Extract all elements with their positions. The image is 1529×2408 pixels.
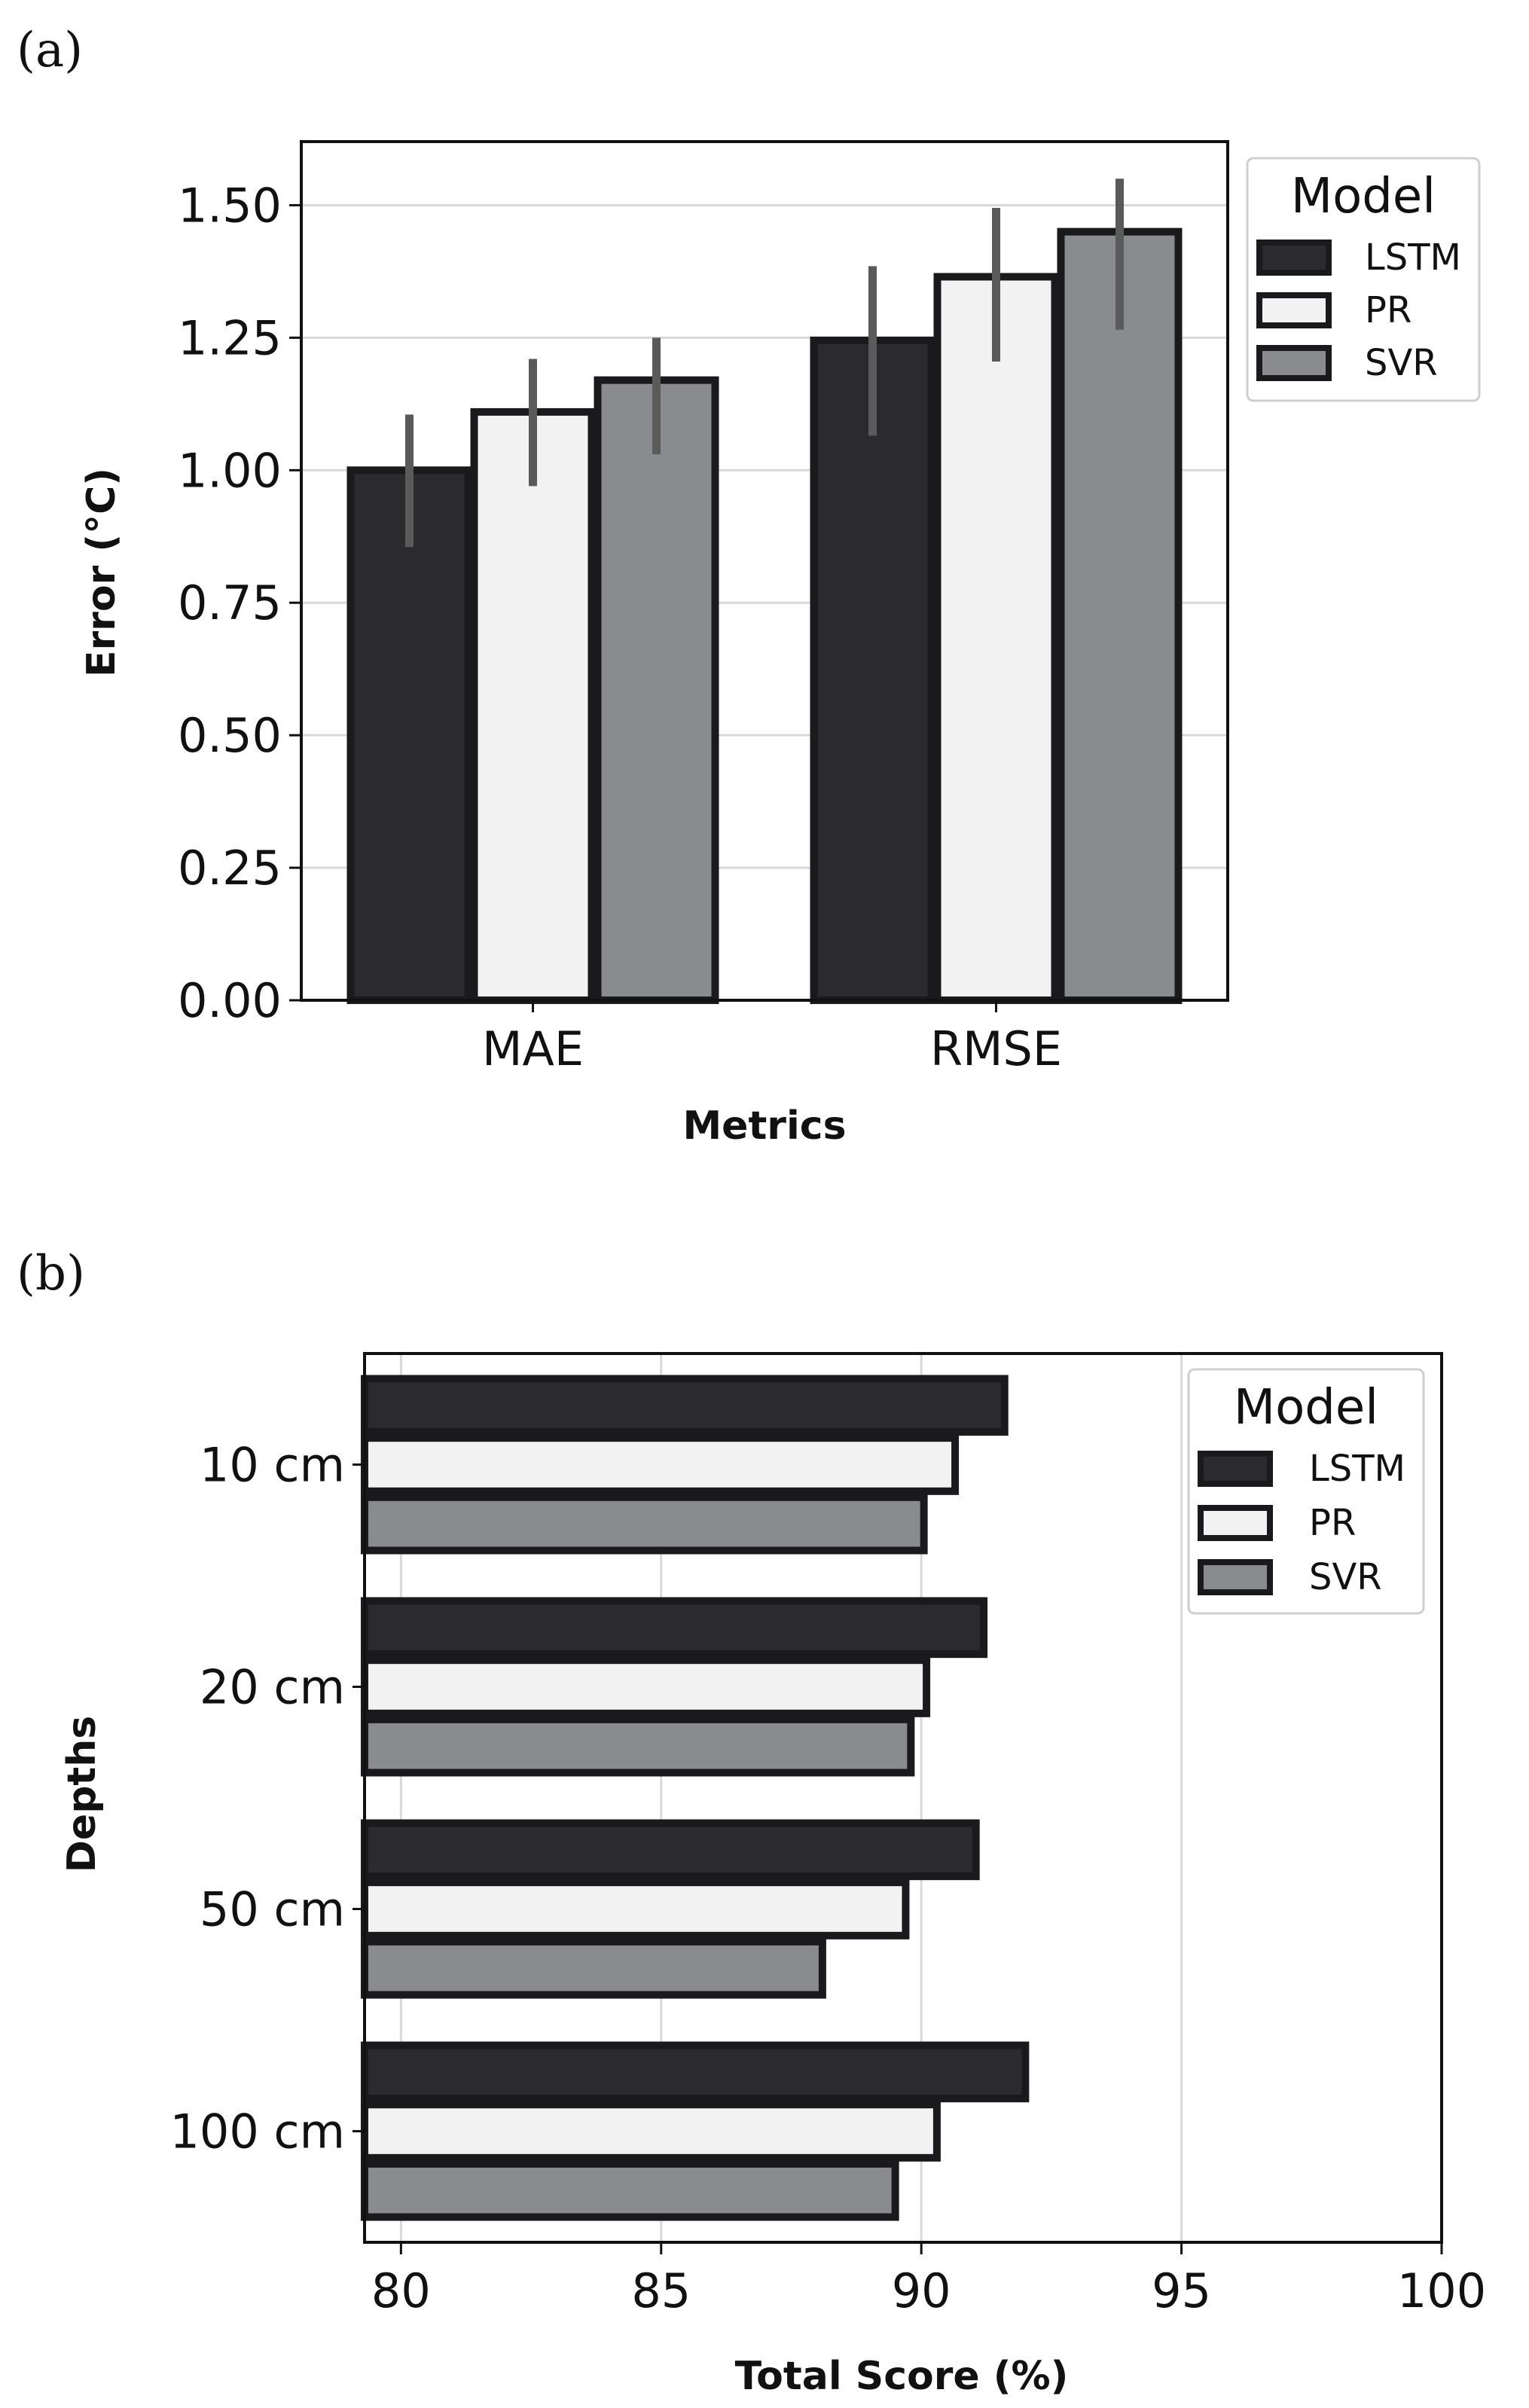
a-bars bbox=[346, 227, 1183, 1004]
panel-a-label: (a) bbox=[17, 23, 83, 78]
b-legend-box bbox=[1187, 1368, 1425, 1615]
panel-a: (a) 0.00 0.25 0.50 0.75 1.00 1.25 1.50 MAE RMSE… bbox=[17, 23, 1481, 1149]
b-bar-10-cm-svr bbox=[361, 1493, 928, 1555]
a-legend-swatch-svr bbox=[1256, 345, 1332, 381]
a-y-tick-label: 1.25 bbox=[178, 310, 282, 365]
b-bar-20-cm-lstm bbox=[361, 1597, 988, 1659]
a-legend-swatch-pr bbox=[1256, 292, 1332, 328]
b-x-tick-label: 100 bbox=[1397, 2263, 1486, 2318]
b-bar-10-cm-lstm bbox=[361, 1375, 1009, 1436]
a-y-tick-label: 0.25 bbox=[178, 841, 282, 896]
b-plot-frame bbox=[363, 1352, 1443, 2244]
a-y-tick-label: 1.50 bbox=[178, 178, 282, 233]
b-y-axis-title: Depths bbox=[60, 1716, 105, 1872]
b-bar-100-cm-svr bbox=[361, 2159, 899, 2221]
b-legend-title: Model bbox=[1234, 1380, 1378, 1436]
b-y-tick-label: 50 cm bbox=[200, 1882, 345, 1937]
b-x-tick-label: 80 bbox=[371, 2263, 431, 2318]
a-bar-rmse-svr bbox=[1057, 227, 1183, 1004]
a-y-ticks: 0.00 0.25 0.50 0.75 1.00 1.25 1.50 bbox=[178, 178, 301, 1028]
b-bar-20-cm-svr bbox=[361, 1715, 915, 1777]
b-x-tick-label: 85 bbox=[631, 2263, 691, 2318]
a-bar-rmse-lstm bbox=[810, 336, 935, 1004]
b-bar-50-cm-pr bbox=[361, 1878, 910, 1940]
a-error-bars bbox=[405, 179, 1124, 548]
a-y-tick-label: 0.50 bbox=[178, 708, 282, 763]
a-legend-label-svr: SVR bbox=[1365, 342, 1438, 384]
a-x-ticks: MAE RMSE bbox=[482, 1000, 1062, 1076]
a-y-tick-label: 0.75 bbox=[178, 575, 282, 630]
b-y-tick-label: 20 cm bbox=[200, 1660, 345, 1715]
a-bar-mae-pr bbox=[470, 407, 596, 1004]
b-legend-swatch-lstm bbox=[1198, 1451, 1273, 1487]
a-y-axis-title: Error (°C) bbox=[79, 468, 124, 677]
b-legend-label-lstm: LSTM bbox=[1309, 1448, 1405, 1490]
b-x-tick-label: 95 bbox=[1152, 2263, 1211, 2318]
a-legend-title: Model bbox=[1291, 169, 1436, 224]
a-y-tick-label: 0.00 bbox=[178, 973, 282, 1028]
b-bar-20-cm-pr bbox=[361, 1656, 931, 1717]
b-y-ticks: 10 cm 20 cm 50 cm 100 cm bbox=[169, 1438, 365, 2159]
a-x-axis-title: Metrics bbox=[682, 1103, 846, 1149]
panel-b: (b) 10 cm 20 cm 50 cm 100 cm 80 85 90 95 100 To… bbox=[17, 1246, 1486, 2399]
a-bar-mae-lstm bbox=[346, 466, 472, 1004]
b-bar-50-cm-svr bbox=[361, 1937, 826, 1999]
panel-b-label: (b) bbox=[17, 1246, 85, 1302]
b-legend-swatch-svr bbox=[1198, 1559, 1273, 1595]
a-legend: Model LSTM PR SVR bbox=[1246, 157, 1481, 402]
b-x-ticks: 80 85 90 95 100 bbox=[371, 2242, 1486, 2318]
a-x-tick-label: MAE bbox=[482, 1021, 584, 1076]
a-bar-mae-svr bbox=[594, 376, 719, 1004]
b-bars bbox=[361, 1375, 1030, 2221]
a-plot-frame bbox=[300, 140, 1229, 1002]
b-x-axis-title: Total Score (%) bbox=[735, 2354, 1069, 2399]
a-legend-label-lstm: LSTM bbox=[1365, 237, 1461, 279]
a-bar-rmse-pr bbox=[933, 273, 1059, 1004]
b-y-tick-label: 10 cm bbox=[200, 1438, 345, 1493]
b-legend-swatch-pr bbox=[1198, 1505, 1273, 1541]
b-bar-100-cm-pr bbox=[361, 2101, 941, 2162]
b-legend: Model LSTM PR SVR bbox=[1187, 1368, 1425, 1615]
a-legend-swatch-lstm bbox=[1256, 240, 1332, 276]
b-x-tick-label: 90 bbox=[892, 2263, 951, 2318]
b-legend-label-svr: SVR bbox=[1309, 1556, 1382, 1598]
a-legend-box bbox=[1246, 157, 1481, 402]
b-bar-10-cm-pr bbox=[361, 1434, 960, 1495]
b-legend-label-pr: PR bbox=[1309, 1502, 1356, 1544]
b-y-tick-label: 100 cm bbox=[169, 2104, 345, 2159]
a-y-tick-label: 1.00 bbox=[178, 443, 282, 498]
a-x-tick-label: RMSE bbox=[930, 1021, 1062, 1076]
b-bar-50-cm-lstm bbox=[361, 1819, 980, 1881]
a-legend-label-pr: PR bbox=[1365, 289, 1412, 331]
b-bar-100-cm-lstm bbox=[361, 2041, 1030, 2103]
